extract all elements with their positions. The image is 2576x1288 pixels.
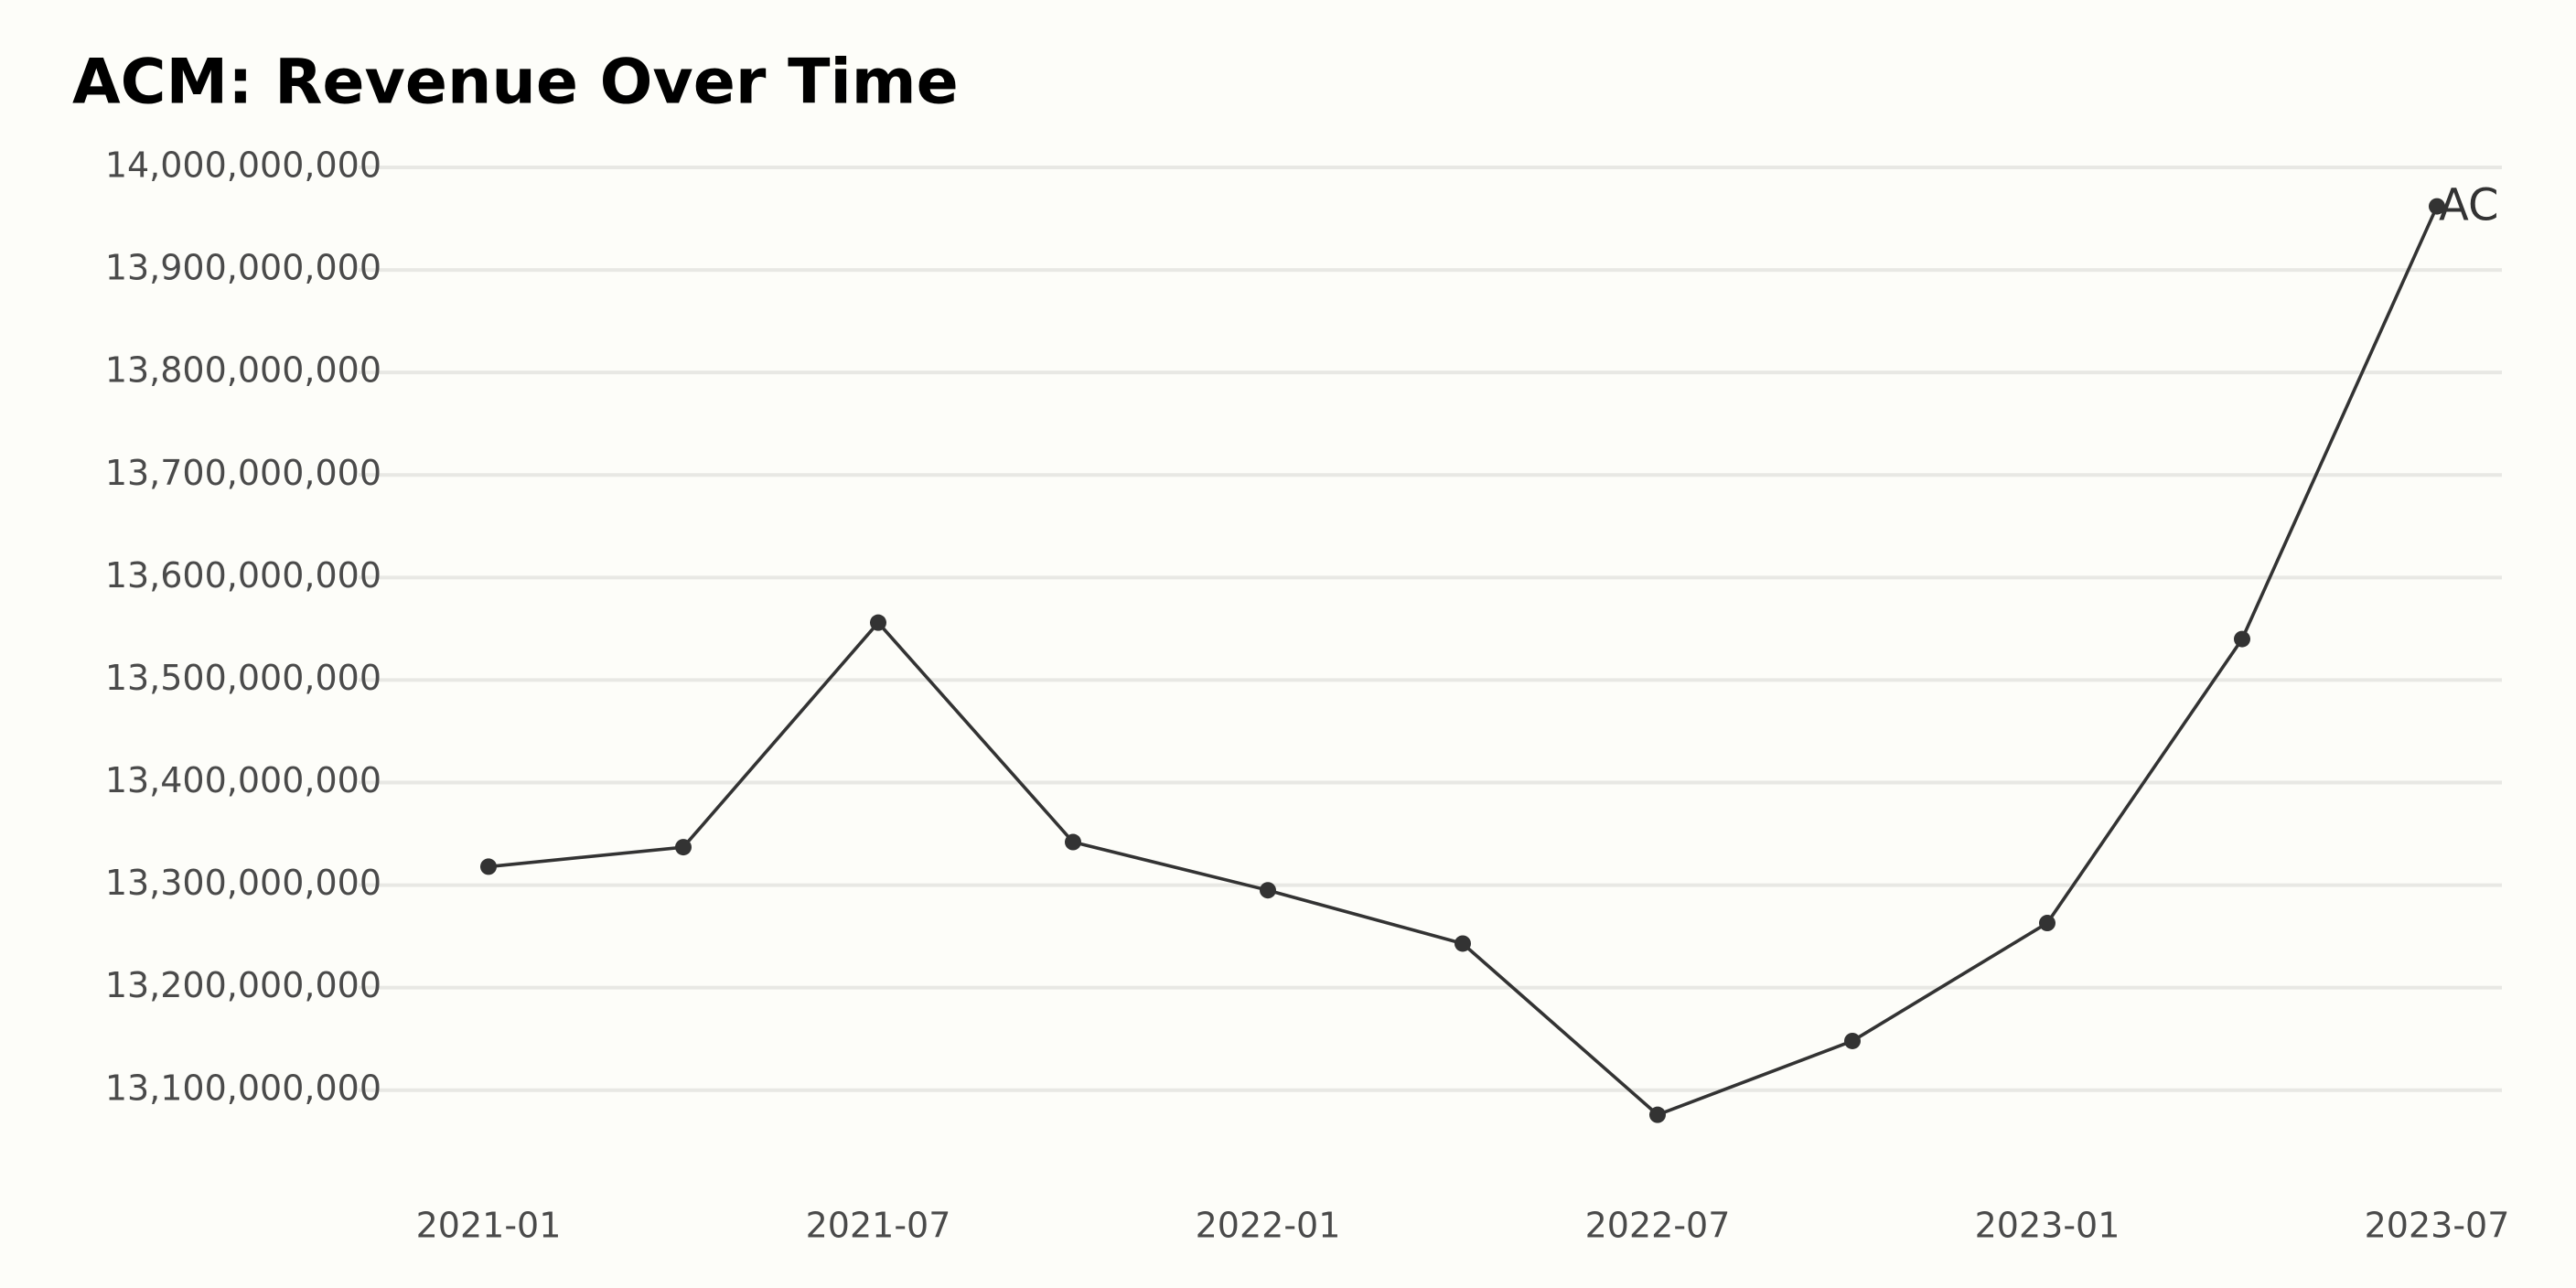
y-tick-label: 13,300,000,000 <box>105 863 381 903</box>
x-tick-label: 2023-01 <box>1975 1206 2120 1246</box>
point <box>870 614 886 631</box>
y-tick-label: 13,700,000,000 <box>105 453 381 493</box>
point <box>1844 1032 1861 1049</box>
x-tick-label: 2023-07 <box>2365 1206 2510 1246</box>
y-tick-label: 13,600,000,000 <box>105 555 381 596</box>
point <box>1454 935 1471 952</box>
x-tick-label: 2021-07 <box>806 1206 951 1246</box>
series-line <box>488 205 2439 1117</box>
point <box>2039 915 2055 932</box>
plot: ACM <box>480 180 2537 1123</box>
y-tick-label: 13,500,000,000 <box>105 658 381 698</box>
x-tick-label: 2022-07 <box>1585 1206 1731 1246</box>
y-tick-label: 13,800,000,000 <box>105 350 381 391</box>
y-tick-label: 13,200,000,000 <box>105 965 381 1005</box>
x-tick-label: 2022-01 <box>1196 1206 1341 1246</box>
y-tick-label: 13,100,000,000 <box>105 1068 381 1108</box>
point <box>1260 882 1276 899</box>
point <box>1649 1106 1666 1123</box>
point <box>1065 833 1081 851</box>
y-tick-label: 13,400,000,000 <box>105 760 381 800</box>
grid: 13,100,000,000 13,200,000,000 13,300,000,0… <box>105 145 2510 1246</box>
point <box>675 839 692 856</box>
x-tick-label: 2021-01 <box>416 1206 562 1246</box>
series-end-label: ACM <box>2439 180 2537 231</box>
y-tick-label: 14,000,000,000 <box>105 145 381 186</box>
point <box>2429 198 2445 215</box>
chart-title: ACM: Revenue Over Time <box>72 47 959 119</box>
point <box>2234 630 2250 648</box>
point <box>480 858 497 875</box>
y-tick-label: 13,900,000,000 <box>105 248 381 288</box>
